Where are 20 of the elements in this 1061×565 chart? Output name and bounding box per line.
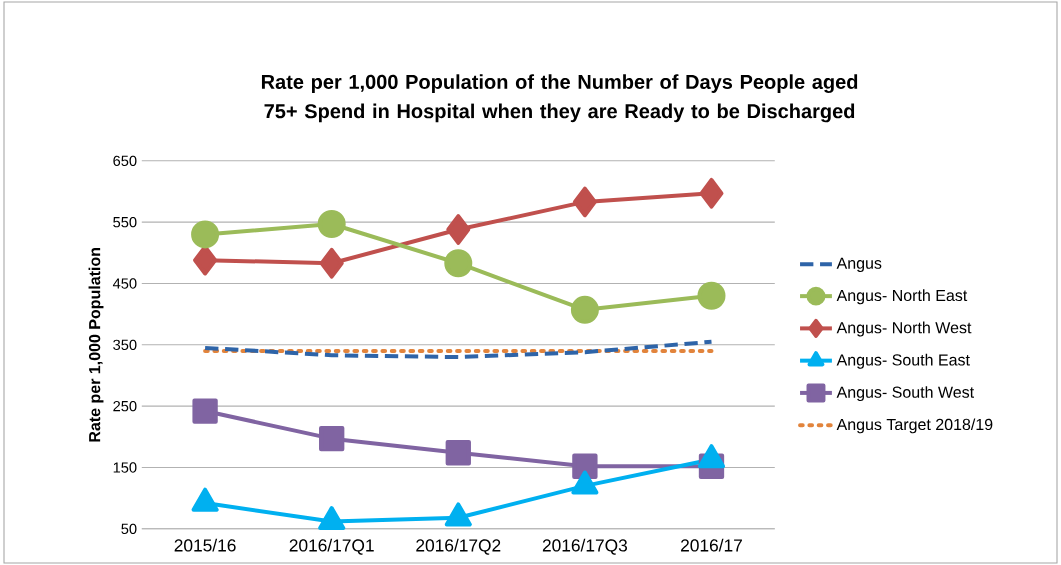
legend-label: Angus Target 2018/19 — [836, 418, 993, 434]
x-tick-label: 2016/17Q1 — [289, 538, 374, 555]
y-tick-label: 250 — [113, 400, 137, 412]
legend-label: Angus- South West — [836, 386, 975, 402]
y-tick-label: 650 — [113, 155, 137, 167]
y-tick-label: 350 — [113, 339, 137, 351]
x-tick-label: 2016/17Q3 — [542, 538, 628, 555]
legend-label: Angus- South East — [836, 353, 970, 369]
legend-label: Angus — [836, 257, 882, 272]
y-tick-label: 50 — [121, 523, 137, 535]
chart-title: Rate per 1,000 Population of the Number of Days People aged 75+ Spend in Hospital when they are Ready to be Discharged — [261, 74, 858, 123]
y-tick-label: 150 — [113, 462, 137, 473]
x-tick-label: 2016/17 — [681, 538, 742, 552]
legend-label: Angus- North East — [836, 289, 968, 305]
legend-label: Angus- North West — [836, 321, 972, 337]
y-tick-label: 550 — [113, 216, 137, 228]
x-tick-label: 2016/17Q2 — [416, 538, 501, 555]
y-tick-label: 450 — [112, 278, 137, 289]
y-axis-title: Rate per 1,000 Population — [88, 248, 104, 442]
x-tick-label: 2015/16 — [174, 538, 236, 552]
